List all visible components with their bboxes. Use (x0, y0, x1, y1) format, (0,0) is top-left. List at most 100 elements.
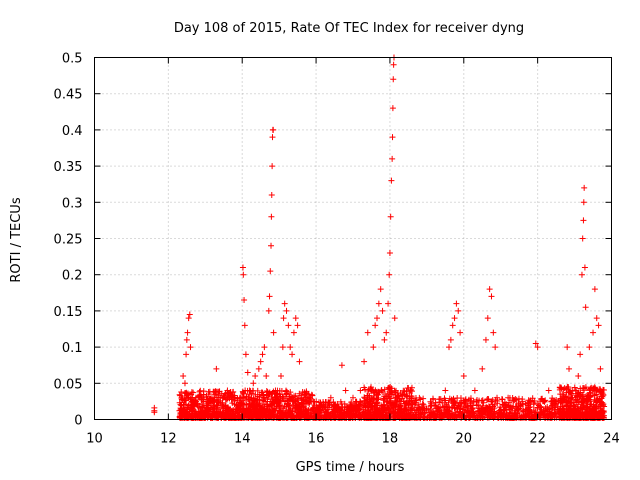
data-point (295, 401, 302, 408)
x-tick-label: 16 (308, 432, 325, 447)
data-point (405, 385, 412, 392)
data-point (380, 397, 387, 404)
data-point (486, 413, 493, 420)
data-point (364, 329, 371, 336)
data-point (429, 395, 436, 402)
data-point (396, 403, 403, 410)
data-point (245, 396, 252, 403)
data-points (151, 54, 608, 422)
data-point (561, 413, 568, 420)
data-point (216, 399, 223, 406)
data-point (510, 403, 517, 410)
data-point (289, 408, 296, 415)
data-point (193, 398, 200, 405)
y-tick-label: 0.5 (62, 52, 83, 67)
data-point (475, 401, 482, 408)
data-point (527, 415, 534, 422)
data-point (418, 411, 425, 418)
data-point (240, 271, 247, 278)
data-point (479, 415, 486, 422)
data-point (206, 406, 213, 413)
data-point (388, 177, 395, 184)
data-point (588, 408, 595, 415)
data-point (361, 397, 368, 404)
data-point (242, 409, 249, 416)
data-point (434, 411, 441, 418)
data-point (354, 411, 361, 418)
data-point (294, 322, 301, 329)
data-point (393, 387, 400, 394)
data-point (292, 399, 299, 406)
x-axis-label: GPS time / hours (296, 460, 405, 475)
data-point (290, 393, 297, 400)
data-point (437, 415, 444, 422)
data-point (292, 392, 299, 399)
data-point (254, 387, 261, 394)
data-point (595, 322, 602, 329)
data-point (559, 396, 566, 403)
data-point (280, 315, 287, 322)
data-point (445, 413, 452, 420)
data-point (226, 390, 233, 397)
data-point (259, 389, 266, 396)
data-point (189, 394, 196, 401)
data-point (383, 329, 390, 336)
data-point (187, 344, 194, 351)
data-point (236, 405, 243, 412)
data-point (215, 398, 222, 405)
data-point (598, 393, 605, 400)
data-point (211, 388, 218, 395)
data-point (597, 407, 604, 414)
data-point (372, 322, 379, 329)
data-point (547, 415, 554, 422)
data-point (295, 395, 302, 402)
data-point (215, 406, 222, 413)
data-point (231, 394, 238, 401)
data-point (196, 415, 203, 422)
data-point (259, 404, 266, 411)
data-point (448, 404, 455, 411)
data-point (457, 406, 464, 413)
data-point (204, 402, 211, 409)
data-point (189, 401, 196, 408)
data-point (244, 369, 251, 376)
data-point (320, 403, 327, 410)
data-point (368, 404, 375, 411)
data-point (467, 397, 474, 404)
data-point (556, 386, 563, 393)
data-point (327, 394, 334, 401)
data-point (476, 407, 483, 414)
data-point (260, 398, 267, 405)
data-point (343, 415, 350, 422)
data-point (548, 398, 555, 405)
data-point (277, 373, 284, 380)
data-point (197, 411, 204, 418)
data-point (302, 406, 309, 413)
data-point (566, 411, 573, 418)
data-point (283, 307, 290, 314)
data-point (441, 395, 448, 402)
data-point (530, 413, 537, 420)
data-point (471, 387, 478, 394)
data-point (296, 358, 303, 365)
data-point (583, 413, 590, 420)
data-point (578, 271, 585, 278)
data-point (480, 399, 487, 406)
data-point (591, 286, 598, 293)
data-point (281, 409, 288, 416)
data-point (293, 396, 300, 403)
data-point (530, 401, 537, 408)
data-point (176, 391, 183, 398)
data-point (349, 402, 356, 409)
data-point (181, 380, 188, 387)
data-point (252, 397, 259, 404)
data-point (213, 365, 220, 372)
data-point (179, 395, 186, 402)
data-point (585, 407, 592, 414)
x-tick-label: 12 (160, 432, 177, 447)
data-point (586, 386, 593, 393)
data-point (370, 396, 377, 403)
data-point (323, 409, 330, 416)
data-point (465, 403, 472, 410)
